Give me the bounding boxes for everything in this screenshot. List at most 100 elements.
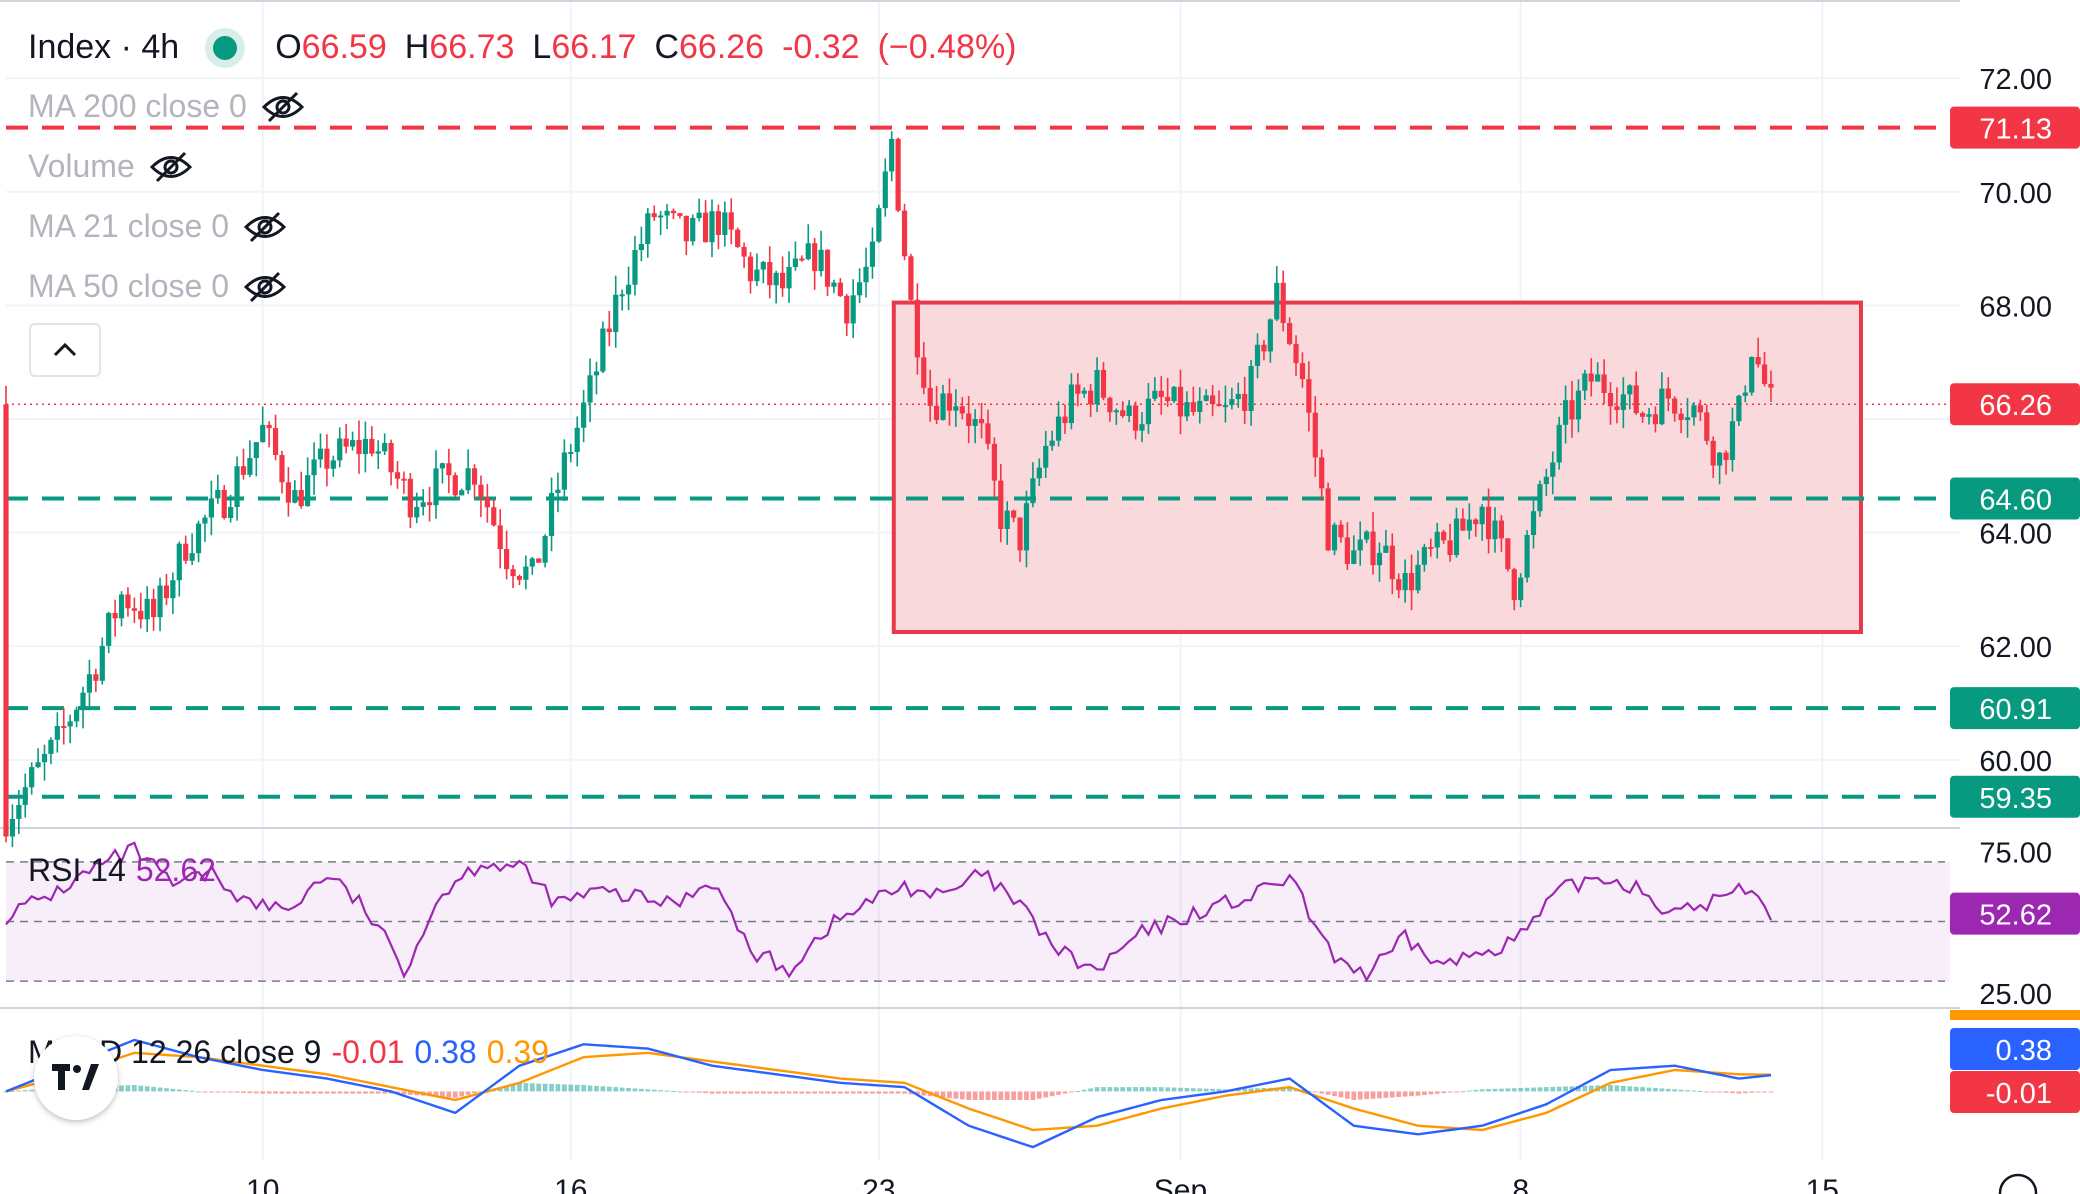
macd-histogram-bar	[1627, 1086, 1633, 1092]
indicator-ma50-label: MA 50 close 0	[28, 268, 229, 304]
macd-histogram-bar	[908, 1091, 914, 1095]
candle-body	[985, 423, 991, 444]
rsi-tick-label: 25.00	[1979, 979, 2052, 1011]
candle-body	[568, 452, 574, 455]
macd-histogram-bar	[549, 1083, 554, 1092]
tradingview-logo[interactable]	[34, 1036, 118, 1120]
candle-body	[1030, 478, 1036, 504]
rsi-legend[interactable]: RSI 14 52.62	[28, 852, 216, 889]
candle-body	[1248, 365, 1254, 412]
macd-histogram-bar	[735, 1091, 741, 1094]
macd-histogram-bar	[786, 1091, 792, 1094]
candle-body	[382, 442, 388, 452]
macd-histogram-bar	[664, 1090, 670, 1092]
candle-body	[786, 266, 792, 289]
price-tick-label: 72.00	[1979, 64, 2052, 96]
candle-body	[497, 525, 503, 550]
candle-body	[837, 282, 843, 296]
candle-body	[414, 506, 420, 518]
candle-body	[658, 215, 664, 218]
candle-body	[1184, 402, 1190, 417]
candle-body	[619, 294, 625, 297]
candle-body	[80, 692, 86, 710]
macd-histogram-bar	[1730, 1091, 1735, 1094]
candle-body	[1235, 393, 1241, 400]
candle-body	[709, 211, 715, 243]
price-axis[interactable]: 72.00 70.00 68.00 64.00 62.00 60.00 71.13 64.60…	[1950, 0, 2080, 1194]
time-tick-label: 15	[1806, 1174, 1839, 1194]
macd-histogram-bar	[1717, 1091, 1723, 1093]
candle-body	[1299, 363, 1306, 380]
candle-body	[1209, 395, 1216, 404]
candle-body	[1530, 511, 1537, 535]
macd-histogram-bar	[1338, 1091, 1344, 1098]
candle-body	[1749, 357, 1755, 393]
candle-body	[170, 580, 176, 599]
candle-body	[1640, 413, 1646, 417]
indicator-ma21-label: MA 21 close 0	[28, 208, 229, 244]
macd-histogram-bar	[29, 1089, 35, 1092]
macd-histogram-bar	[1075, 1091, 1081, 1092]
candle-body	[1678, 413, 1684, 421]
macd-legend-hist: -0.01	[331, 1034, 405, 1070]
candle-body	[741, 246, 747, 257]
price-pane[interactable]	[3, 125, 1960, 848]
candle-body	[407, 478, 413, 518]
macd-histogram-bar	[1011, 1091, 1017, 1100]
candle-body	[876, 208, 882, 242]
indicator-ma200[interactable]: MA 200 close 0	[28, 88, 305, 125]
indicator-ma21[interactable]: MA 21 close 0	[28, 208, 287, 245]
eye-hidden-icon[interactable]	[261, 90, 305, 124]
candle-body	[1659, 388, 1665, 425]
symbol-title[interactable]: Index · 4h	[28, 28, 180, 66]
indicator-ma50[interactable]: MA 50 close 0	[28, 268, 287, 305]
macd-value-label: 0.38	[1996, 1035, 2052, 1067]
candle-body	[1011, 510, 1017, 518]
candle-body	[523, 566, 529, 580]
candle-body	[972, 419, 978, 426]
candle-body	[1242, 393, 1248, 412]
macd-histogram-bar	[1351, 1091, 1357, 1100]
candle-body	[16, 804, 22, 819]
macd-histogram-bar	[1723, 1091, 1729, 1093]
macd-histogram-bar	[574, 1084, 580, 1092]
macd-histogram-bar	[1659, 1088, 1665, 1092]
collapse-legend-button[interactable]	[29, 323, 101, 377]
macd-hist-label: -0.01	[1986, 1078, 2052, 1110]
candle-body	[1132, 405, 1139, 431]
macd-histogram-bar	[1697, 1091, 1703, 1092]
macd-histogram-bar	[536, 1083, 542, 1092]
candle-body	[1319, 457, 1325, 489]
candle-body	[375, 451, 381, 454]
macd-histogram-bar	[1081, 1089, 1087, 1092]
candle-body	[1569, 400, 1575, 420]
candle-body	[99, 645, 105, 681]
time-axis[interactable]: Aug101623Sep815222	[0, 1173, 2080, 1194]
macd-histogram-bar	[1454, 1091, 1459, 1093]
candle-body	[1588, 373, 1594, 382]
macd-histogram-bar	[1447, 1091, 1453, 1093]
indicator-volume[interactable]: Volume	[28, 148, 193, 185]
time-tick-label: 10	[246, 1174, 279, 1194]
candle-body	[632, 250, 638, 285]
candle-body	[1049, 440, 1055, 446]
candle-body	[901, 210, 908, 257]
candle-body	[1556, 424, 1562, 463]
macd-histogram-bar	[10, 1091, 15, 1092]
macd-histogram-bar	[1146, 1087, 1151, 1092]
eye-hidden-icon[interactable]	[243, 210, 287, 244]
candle-body	[465, 468, 471, 491]
candle-body	[587, 375, 593, 403]
eye-hidden-icon[interactable]	[149, 150, 193, 184]
macd-histogram-bar	[1499, 1088, 1504, 1092]
macd-histogram-bar	[1402, 1091, 1408, 1097]
eye-hidden-icon[interactable]	[243, 270, 287, 304]
rsi-pane[interactable]	[5, 841, 1950, 983]
open-label: O	[275, 28, 302, 66]
candle-body	[1165, 397, 1171, 402]
candle-body	[1344, 537, 1350, 564]
candle-body	[1441, 531, 1447, 541]
macd-histogram-bar	[979, 1091, 984, 1100]
candle-body	[426, 502, 433, 506]
